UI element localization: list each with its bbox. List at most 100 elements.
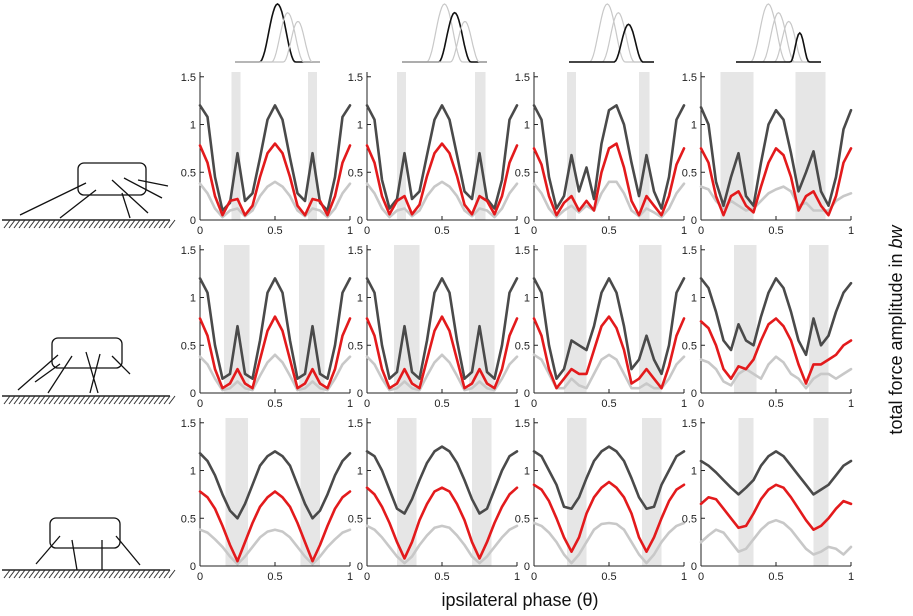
y-tick-label: 0.5 (682, 167, 697, 179)
intermediate-posture-icon (2, 337, 176, 405)
x-axis-title: ipsilateral phase (θ) (441, 590, 598, 610)
stance-shade (809, 245, 829, 393)
sketch-leg (111, 179, 149, 214)
y-tick-label: 0 (691, 388, 697, 400)
ground-hatch (43, 569, 51, 579)
y-tick-label: 0 (691, 561, 697, 573)
ground-hatch (168, 395, 176, 405)
pulse-curve (736, 31, 821, 63)
stance-shade (231, 72, 241, 220)
ground-hatch (78, 395, 86, 405)
ground-hatch (28, 395, 36, 405)
y-tick-label: 1 (524, 293, 530, 305)
sketch-leg (123, 177, 163, 199)
x-tick-label: 1 (514, 571, 520, 583)
x-tick-label: 0.5 (768, 571, 783, 583)
ground-hatch (23, 395, 31, 405)
ground-hatch (43, 219, 51, 229)
x-tick-label: 0.5 (267, 571, 282, 583)
ground-hatch (28, 219, 36, 229)
y-tick-label: 1 (691, 120, 697, 132)
ground-hatch (163, 569, 171, 579)
red-series-line (365, 142, 519, 216)
y-tick-label: 0 (357, 388, 363, 400)
y-tick-label: 1 (190, 120, 196, 132)
y-tick-label: 1 (190, 466, 196, 478)
upright-posture-icon (2, 517, 176, 579)
ground-hatch (123, 569, 131, 579)
y-tick-label: 0.5 (515, 167, 530, 179)
light-series-line (365, 180, 519, 219)
stance-shade (472, 418, 492, 566)
dark-series-line (198, 277, 352, 381)
ground-hatch (103, 395, 111, 405)
ground-hatch (138, 219, 146, 229)
x-tick-label: 0 (364, 225, 370, 237)
ground-hatch (73, 219, 81, 229)
ground-hatch (83, 219, 91, 229)
stance-shade (564, 245, 587, 393)
y-tick-label: 1 (357, 466, 363, 478)
sketch-body (49, 517, 121, 549)
force-panel: 0 0.5 1 1.5 0 0.5 1 (515, 245, 687, 410)
stance-shade (225, 418, 248, 566)
ground-hatch (163, 219, 171, 229)
sketch-leg (19, 182, 87, 216)
y-tick-label: 0 (357, 561, 363, 573)
ground-hatch (58, 219, 66, 229)
dark-series-line (365, 277, 519, 381)
ground-hatch (58, 569, 66, 579)
ground-hatch (33, 395, 41, 405)
y-tick-label: 0 (190, 215, 196, 227)
x-tick-label: 0.5 (601, 571, 616, 583)
ground-hatch (38, 395, 46, 405)
y-tick-label: 1.5 (682, 72, 697, 84)
light-series-line (198, 353, 352, 392)
ground-hatch (98, 395, 106, 405)
pulse-thumbnail (569, 3, 654, 63)
ground-hatch (118, 395, 126, 405)
ground-hatch (43, 395, 51, 405)
sketch-leg (47, 355, 73, 394)
ground-hatch (48, 219, 56, 229)
sketch-leg (121, 192, 131, 219)
x-tick-label: 1 (347, 225, 353, 237)
force-panel: 0 0.5 1 1.5 0 0.5 1 (515, 418, 687, 583)
ground-hatch (168, 219, 176, 229)
dark-series-line (532, 445, 686, 511)
red-series-line (365, 486, 519, 560)
y-tick-label: 0.5 (515, 340, 530, 352)
light-series-line (532, 353, 686, 390)
y-tick-label: 0 (691, 215, 697, 227)
x-tick-label: 0 (531, 398, 537, 410)
x-tick-label: 1 (681, 398, 687, 410)
y-tick-label: 1.5 (181, 245, 196, 257)
ground-hatch (143, 219, 151, 229)
x-tick-label: 0 (698, 225, 704, 237)
ground-hatch (148, 219, 156, 229)
red-series-line (532, 480, 686, 554)
force-panel: 0 0.5 1 1.5 0 0.5 1 (682, 418, 854, 583)
pulse-curve (569, 23, 654, 63)
x-tick-label: 0 (197, 398, 203, 410)
x-tick-label: 0 (698, 398, 704, 410)
ground-hatch (38, 219, 46, 229)
x-tick-label: 0 (364, 571, 370, 583)
force-panel-grid: 00.511.50 0.5 100.511.50 0.5 100.511.50 0.5 10… (181, 72, 854, 583)
red-series-line (365, 315, 519, 390)
red-series-line (198, 142, 352, 217)
stance-shade (639, 72, 650, 220)
ground-hatch (28, 569, 36, 579)
x-tick-label: 0 (197, 225, 203, 237)
ground-hatch (158, 395, 166, 405)
ground-hatch (73, 395, 81, 405)
x-tick-label: 0.5 (768, 225, 783, 237)
force-panel: 0 0.5 1 1.5 0 0.5 1 (181, 418, 353, 583)
light-series-line (532, 521, 686, 565)
y-tick-label: 0 (190, 561, 196, 573)
pulse-thumbnail (402, 3, 487, 63)
ground-hatch (88, 395, 96, 405)
sketch-body (51, 337, 123, 369)
force-panel: 0 0.5 1 1.5 0 0.5 1 (682, 72, 854, 237)
y-tick-label: 0.5 (181, 167, 196, 179)
